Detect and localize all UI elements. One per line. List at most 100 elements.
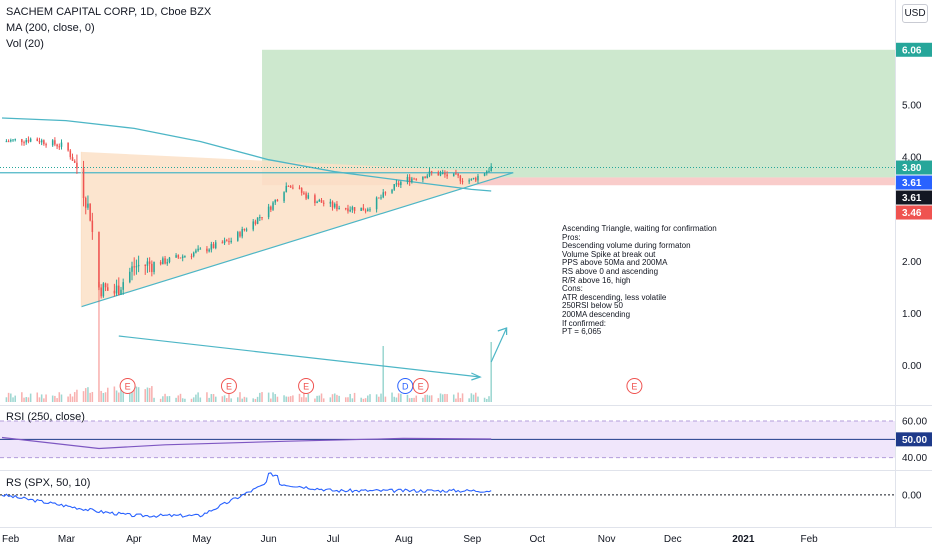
time-tick-label: Feb	[2, 534, 20, 545]
price-tick-label: 2.00	[902, 257, 922, 268]
candle-body	[477, 175, 479, 181]
volume-bar	[413, 397, 415, 402]
volume-bar	[411, 397, 413, 402]
candle-body	[283, 192, 285, 202]
volume-bar	[274, 394, 277, 402]
volume-bar	[384, 396, 387, 402]
candle-body	[307, 195, 310, 199]
candle-body	[135, 266, 138, 268]
volume-bar	[177, 395, 180, 402]
volume-bar	[408, 398, 411, 402]
candle-body	[318, 199, 321, 202]
volume-bar	[378, 396, 380, 402]
earnings-marker[interactable]	[298, 378, 315, 394]
volume-bar	[316, 395, 318, 402]
candle-body	[7, 141, 10, 143]
candle-body	[300, 188, 303, 193]
candle-body	[225, 240, 228, 242]
volume-bar	[422, 397, 424, 402]
volume-bar	[470, 393, 473, 402]
candle-body	[56, 144, 58, 147]
volume-bar	[73, 392, 76, 402]
volume-bar	[159, 398, 162, 402]
annotation-line: If confirmed:	[562, 318, 607, 328]
candle-body	[23, 142, 25, 144]
time-tick-label: Apr	[126, 534, 142, 545]
candle-body	[274, 199, 277, 203]
target-zone	[262, 49, 895, 178]
candle-body	[82, 168, 85, 199]
volume-bar	[212, 394, 215, 402]
candle-body	[320, 199, 323, 203]
candle-body	[25, 140, 28, 143]
time-tick-label: Mar	[58, 534, 76, 545]
candle-body	[129, 271, 131, 283]
volume-legend[interactable]: Vol (20)	[6, 38, 44, 50]
annotation-line: 250RSI below 50	[562, 301, 623, 311]
volume-bar	[153, 397, 155, 402]
candle-body	[393, 184, 396, 190]
rsi-tick-label: 40.00	[902, 453, 927, 464]
volume-bar	[25, 397, 28, 402]
marker-letter: E	[631, 382, 637, 392]
volume-bar	[360, 397, 362, 402]
volume-bar	[393, 396, 396, 402]
candle-body	[179, 257, 182, 259]
volume-bar	[221, 396, 224, 402]
volume-bar	[322, 398, 325, 402]
volume-bar	[349, 393, 351, 402]
volume-bar	[237, 397, 239, 402]
candle-body	[422, 176, 424, 180]
candle-body	[270, 206, 272, 210]
annotation-line: PPS above 50Ma and 200MA	[562, 258, 668, 268]
earnings-marker[interactable]	[119, 378, 136, 394]
candle-body	[133, 266, 135, 268]
volume-bar	[289, 396, 292, 402]
volume-bar	[122, 386, 124, 402]
candle-body	[364, 210, 367, 212]
earnings-marker[interactable]	[412, 378, 429, 394]
candle-body	[261, 217, 263, 219]
volume-bar	[307, 393, 310, 402]
price-badge-label-target: 6.06	[902, 45, 922, 56]
candle-body	[344, 208, 347, 210]
volume-bar	[490, 342, 492, 402]
candle-body	[12, 139, 14, 141]
volume-bar	[179, 393, 182, 402]
volume-trend-arrow	[118, 335, 481, 378]
candle-body	[177, 255, 180, 258]
candle-body	[159, 262, 162, 265]
volume-bar	[437, 398, 440, 402]
rsi-legend[interactable]: RSI (250, close)	[6, 411, 85, 423]
candle-body	[122, 282, 124, 290]
earnings-marker[interactable]	[220, 378, 237, 394]
symbol-legend[interactable]: SACHEM CAPITAL CORP, 1D, Cboe BZX	[6, 6, 212, 18]
volume-bar	[168, 396, 171, 402]
volume-bar	[452, 394, 455, 402]
time-tick-label: Oct	[529, 534, 545, 545]
candle-body	[148, 261, 151, 264]
currency-button[interactable]: USD	[902, 4, 928, 23]
candle-body	[395, 183, 398, 185]
volume-bar	[69, 393, 72, 402]
candle-body	[461, 181, 464, 183]
candle-body	[210, 244, 213, 250]
candle-body	[43, 140, 45, 145]
candle-body	[367, 209, 369, 212]
ma-legend[interactable]: MA (200, close, 0)	[6, 22, 95, 34]
candle-body	[197, 248, 199, 251]
candle-body	[406, 176, 409, 182]
volume-bar	[369, 394, 371, 402]
earnings-marker[interactable]	[626, 378, 643, 394]
volume-bar	[283, 395, 285, 402]
volume-bar	[164, 393, 166, 402]
volume-bar	[444, 393, 446, 402]
volume-bar	[214, 396, 217, 402]
candle-body	[452, 173, 455, 177]
price-badge-label-entry: 3.61	[902, 193, 922, 204]
marker-letter: E	[418, 382, 424, 392]
rs-legend[interactable]: RS (SPX, 50, 10)	[6, 477, 91, 489]
candle-body	[382, 192, 384, 198]
candle-body	[276, 199, 279, 202]
